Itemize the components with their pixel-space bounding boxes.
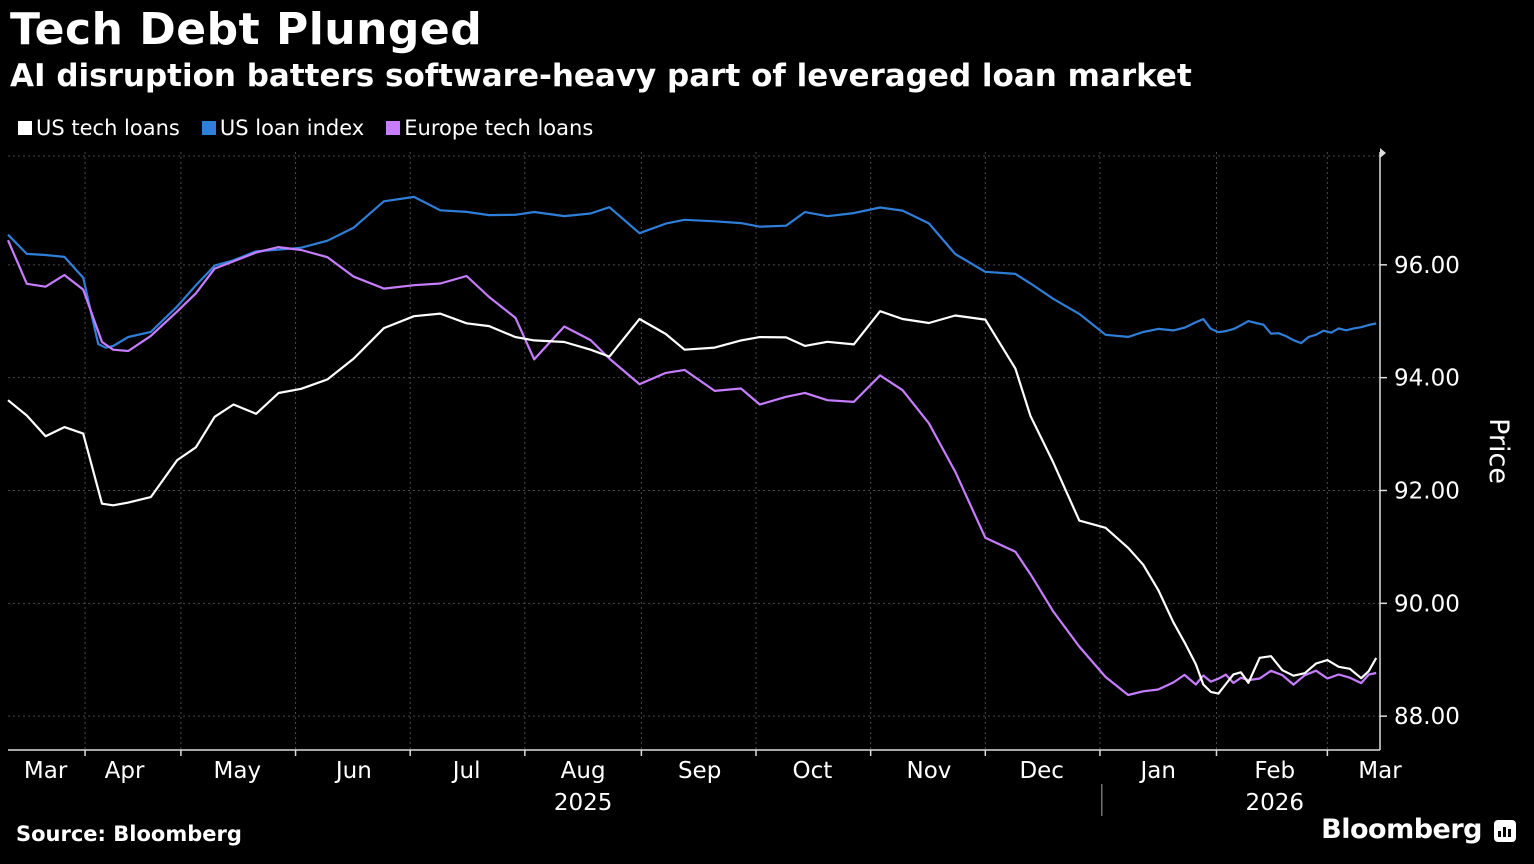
x-tick-label: Nov xyxy=(906,758,951,784)
legend-label-europe-tech-loans: Europe tech loans xyxy=(404,116,594,140)
x-tick-label: Sep xyxy=(678,758,721,784)
legend-item-us-tech-loans: US tech loans xyxy=(18,116,180,140)
y-axis-arrow xyxy=(1380,148,1386,158)
bloomberg-logo: Bloomberg xyxy=(1321,814,1482,845)
x-tick-label: Dec xyxy=(1019,758,1064,784)
y-axis-label: Price xyxy=(1483,418,1514,484)
y-tick-label: 90.00 xyxy=(1394,591,1460,617)
x-tick-label: May xyxy=(214,758,262,784)
legend-swatch-us-tech-loans xyxy=(18,121,32,135)
x-tick-label: Jun xyxy=(334,758,372,784)
chart-title: Tech Debt Plunged xyxy=(10,4,483,55)
legend: US tech loans US loan index Europe tech … xyxy=(18,116,593,140)
y-tick-label: 96.00 xyxy=(1394,253,1460,279)
y-tick-label: 92.00 xyxy=(1394,478,1460,504)
x-tick-label: Jan xyxy=(1138,758,1175,784)
x-tick-label: Mar xyxy=(1358,758,1402,784)
x-tick-label: Jul xyxy=(451,758,481,784)
x-tick-label: Oct xyxy=(793,758,833,784)
legend-item-europe-tech-loans: Europe tech loans xyxy=(386,116,593,140)
year-label: 2026 xyxy=(1245,790,1304,816)
series-line-europe-tech-loans xyxy=(6,239,1377,697)
legend-swatch-europe-tech-loans xyxy=(386,121,401,135)
bar-chart-icon xyxy=(1494,820,1516,842)
series-line-us-tech-loans xyxy=(7,310,1378,695)
x-tick-label: Aug xyxy=(561,758,606,784)
year-label: 2025 xyxy=(554,790,613,816)
chart-subtitle: AI disruption batters software-heavy par… xyxy=(10,58,1192,94)
legend-label-us-loan-index: US loan index xyxy=(219,116,365,140)
x-tick-label: Apr xyxy=(105,758,145,784)
x-tick-label: Feb xyxy=(1254,758,1295,784)
source-note: Source: Bloomberg xyxy=(16,822,242,846)
x-tick-label: Mar xyxy=(24,758,68,784)
y-tick-label: 94.00 xyxy=(1394,366,1460,392)
legend-item-us-loan-index: US loan index xyxy=(201,116,365,140)
legend-swatch-us-loan-index xyxy=(201,121,216,135)
y-tick-label: 88.00 xyxy=(1394,704,1460,730)
legend-label-us-tech-loans: US tech loans xyxy=(36,116,180,140)
